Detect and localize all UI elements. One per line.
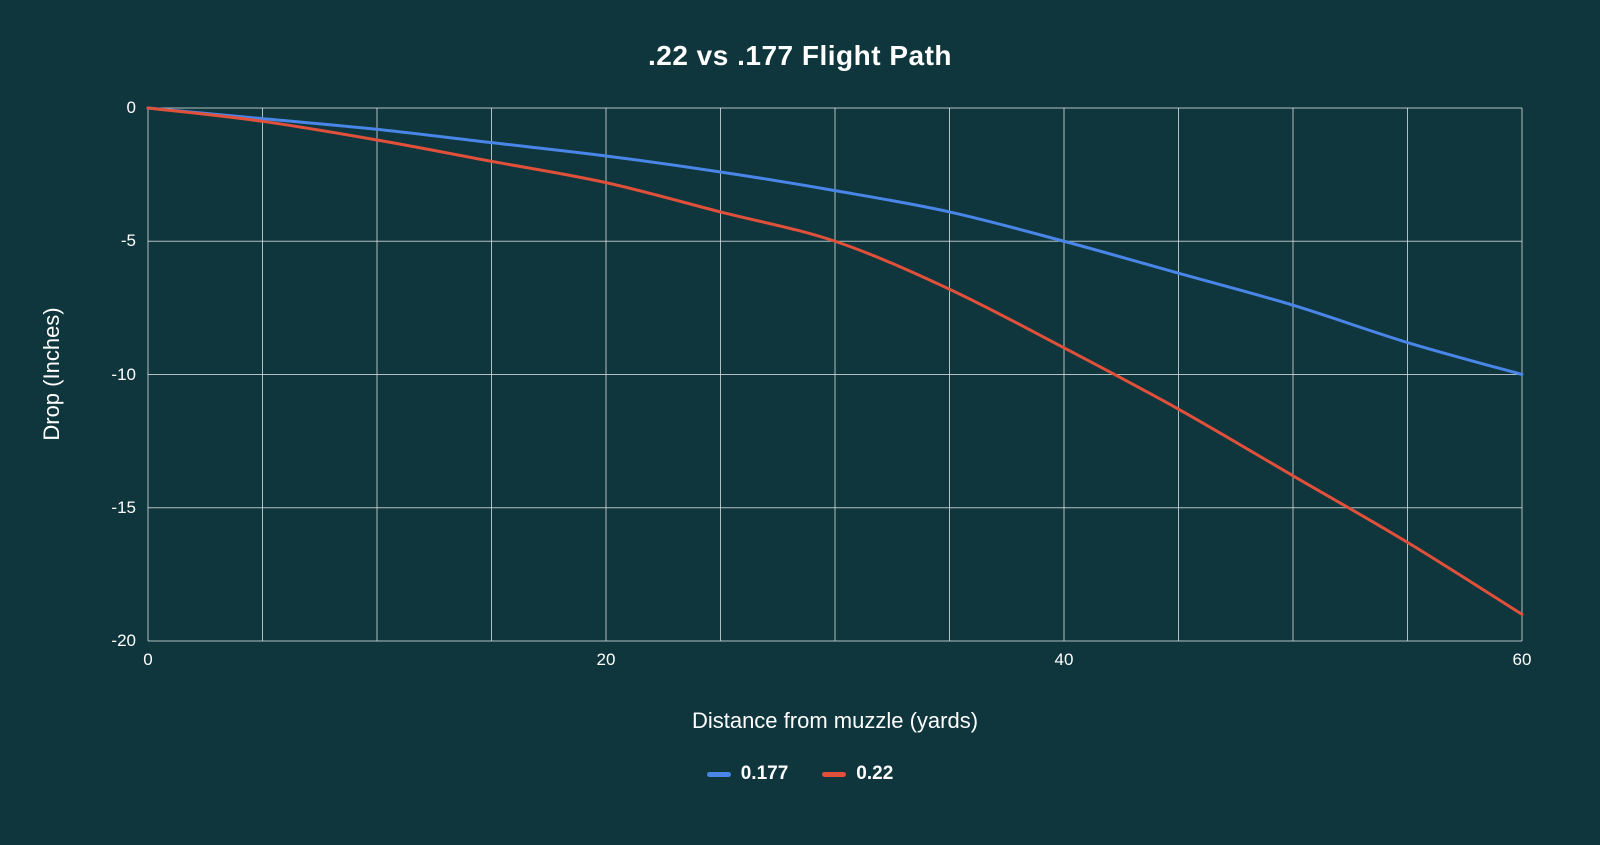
series-line-0.22	[146, 106, 1524, 616]
x-tick-label: 0	[143, 650, 153, 669]
chart-legend: 0.177 0.22	[0, 763, 1600, 785]
x-tick-label: 20	[596, 650, 616, 669]
x-tick-label: 40	[1054, 650, 1074, 669]
y-tick-label: -5	[120, 231, 136, 251]
y-axis-title-text: Drop (Inches)	[39, 307, 64, 441]
y-tick-label: -10	[111, 364, 136, 384]
plot-area	[146, 106, 1524, 642]
y-tick-label: -15	[111, 497, 136, 517]
legend-item-022[interactable]: 0.22	[822, 763, 893, 785]
legend-swatch	[706, 771, 731, 777]
chart-title: .22 vs .177 Flight Path	[647, 40, 953, 71]
legend-item-0177[interactable]: 0.177	[706, 763, 789, 785]
x-tick-label: 60	[1512, 650, 1532, 669]
series-line-0.177	[146, 106, 1524, 376]
y-tick-label: -20	[111, 631, 136, 650]
legend-swatch	[822, 771, 847, 777]
legend-label: 0.177	[740, 763, 789, 784]
legend-label: 0.22	[856, 763, 894, 784]
y-tick-label: 0	[126, 98, 136, 117]
x-axis-title: Distance from muzzle (yards)	[691, 708, 979, 733]
